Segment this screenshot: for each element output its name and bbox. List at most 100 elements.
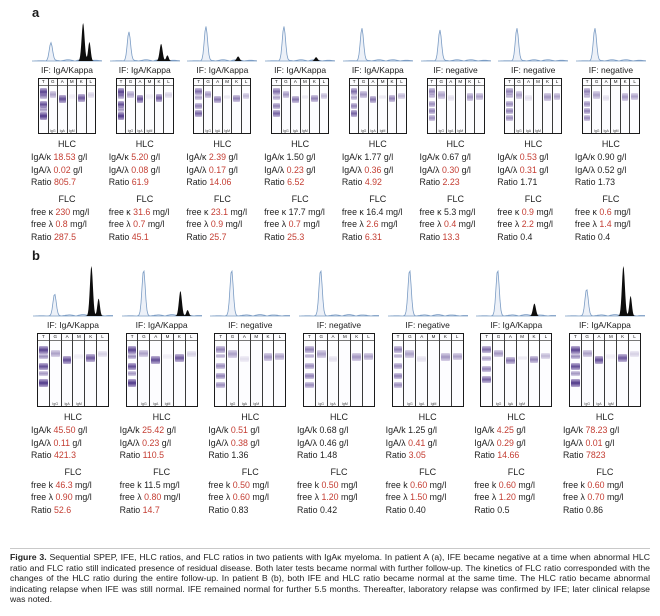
- gel-band: [304, 354, 314, 359]
- hlc-row-label: IgA/λ: [264, 164, 285, 175]
- gel-lane-header: L: [97, 334, 108, 341]
- gel-lane-A: A IgA: [445, 79, 456, 133]
- hlc-rows: IgA/κ 0.53 g/l IgA/λ 0.31 g/l Ratio 1.71: [496, 151, 570, 189]
- panel-b-column-1: IF: IgA/Kappa T G IgG A IgA M IgM K L HLC IgA/k 45.…: [30, 263, 116, 516]
- flc-row: Ratio 25.3: [264, 231, 337, 244]
- ife-gel-image: T G IgG A IgA M IgM K L: [38, 78, 96, 134]
- hlc-header: HLC: [446, 139, 465, 149]
- gel-lane-header: K: [173, 334, 185, 341]
- hlc-row-label: IgA/κ: [186, 152, 207, 162]
- gel-band: [301, 95, 309, 100]
- flc-row-label: free k: [562, 479, 585, 490]
- flc-row-label: Ratio: [31, 231, 52, 242]
- gel-lane-A: A IgA: [523, 79, 533, 133]
- flc-row-label: Ratio: [264, 231, 285, 242]
- hlc-row-label: IgA/λ: [419, 164, 440, 175]
- hlc-row-unit: g/l: [605, 437, 615, 448]
- flc-row-unit: mg/l: [429, 492, 447, 502]
- hlc-row-label: Ratio: [574, 177, 596, 187]
- flc-row-unit: mg/l: [72, 206, 90, 217]
- flc-header: FLC: [369, 193, 387, 204]
- flc-row-unit: mg/l: [341, 479, 358, 490]
- hlc-block: HLC IgA/κ 18.53 g/l IgA/λ 0.02 g/l Ratio 80…: [30, 139, 104, 189]
- gel-band: [87, 91, 94, 98]
- hlc-row-label: IgA/λ: [385, 437, 406, 448]
- flc-row-label: free κ: [497, 206, 520, 217]
- hlc-row-unit: g/l: [306, 164, 316, 175]
- flc-row: free κ 17.7 mg/l: [264, 206, 337, 219]
- gel-lane-M: M IgM: [299, 79, 310, 133]
- gel-lane-header: G: [315, 334, 327, 341]
- gel-band: [583, 87, 591, 95]
- gel-lane-header: M: [73, 334, 85, 341]
- hlc-row: Ratio 1.48: [297, 449, 382, 462]
- flc-row-value: 0.90: [55, 492, 73, 502]
- flc-row-label: free κ: [264, 206, 287, 217]
- flc-row-label: free κ: [31, 206, 54, 217]
- gel-band: [482, 345, 492, 353]
- hlc-block: HLC IgA/κ 0.90 g/l IgA/λ 0.52 g/l Ratio 1.7…: [574, 139, 648, 189]
- gel-lane-header: L: [475, 79, 484, 86]
- gel-band: [428, 94, 436, 99]
- gel-lane-header: K: [262, 334, 274, 341]
- flc-row: Ratio 0.86: [563, 504, 648, 517]
- gel-band: [618, 354, 628, 363]
- flc-row-unit: mg/l: [341, 492, 358, 502]
- hlc-row-unit: g/l: [339, 437, 349, 448]
- ife-result-label: IF: IgA/Kappa: [118, 65, 171, 75]
- gel-band: [570, 362, 580, 370]
- gel-lane-K: K: [438, 334, 451, 406]
- gel-lane-header: K: [617, 334, 629, 341]
- ife-gel-image: T G IgG A IgA M IgM K L: [391, 333, 464, 407]
- gel-lane-header: T: [569, 334, 581, 341]
- gel-lane-header: K: [528, 334, 540, 341]
- gel-band: [228, 349, 237, 358]
- hlc-rows: IgA/k 78.23 g/l IgA/λ 0.01 g/l Ratio 7823: [562, 424, 648, 462]
- gel-lane-L: L: [184, 334, 197, 406]
- panel-b-column-2: IF: IgA/Kappa T G IgG A IgA M IgM K L HLC IgA/k 25.…: [119, 263, 205, 516]
- gel-lane-header: G: [227, 334, 238, 341]
- gel-lane-G: G IgG: [492, 334, 504, 406]
- hlc-row-unit: g/l: [609, 425, 620, 435]
- flc-block: FLC free κ 230 mg/l free λ 0.8 mg/l Ratio 2…: [30, 194, 104, 244]
- flc-row: free κ 5.3 mg/l: [420, 206, 493, 219]
- gel-lane-L: L: [539, 334, 552, 406]
- gel-lane-M: M IgM: [161, 334, 173, 406]
- flc-row: free λ 0.9 mg/l: [186, 218, 259, 231]
- hlc-header: HLC: [595, 412, 614, 422]
- gel-lane-A: A IgA: [503, 334, 516, 406]
- gel-lane-K: K: [542, 79, 552, 133]
- flc-row: free λ 1.20 mg/l: [474, 491, 559, 504]
- gel-band: [275, 352, 285, 360]
- flc-row-unit: mg/l: [614, 206, 631, 217]
- gel-band: [438, 90, 445, 99]
- albumin-peak-curve: [498, 28, 569, 62]
- hlc-row: IgA/κ 0.90 g/l: [575, 151, 648, 164]
- gel-lane-header: T: [116, 79, 126, 86]
- gel-lane-G: G IgG: [513, 79, 524, 133]
- gel-lane-T: T: [427, 79, 437, 133]
- gel-lane-header: G: [138, 334, 150, 341]
- gel-lane-header: A: [58, 79, 67, 86]
- gel-lane-footer-label: IgM: [341, 402, 348, 406]
- gel-lane-header: A: [61, 334, 73, 341]
- hlc-row: Ratio 1.36: [208, 449, 293, 462]
- hlc-block: HLC IgA/k 1.25 g/l IgA/λ 0.41 g/l Ratio 3.0…: [385, 412, 471, 462]
- flc-row-unit: mg/l: [536, 219, 553, 229]
- ife-result-label: IF: IgA/Kappa: [274, 65, 327, 75]
- gel-lane-header: T: [38, 334, 49, 341]
- hlc-row-value: 0.51: [230, 425, 248, 435]
- gel-lane-footer-label: IgA: [603, 129, 609, 133]
- flc-row-label: free λ: [119, 492, 142, 502]
- hlc-block: HLC IgA/k 25.42 g/l IgA/λ 0.23 g/l Ratio 11…: [119, 412, 205, 462]
- gel-band: [127, 371, 137, 377]
- flc-row-label: free k: [474, 479, 497, 490]
- flc-row: free λ 2.2 mg/l: [497, 218, 570, 231]
- flc-row-label: free λ: [574, 219, 597, 229]
- flc-row-unit: mg/l: [163, 492, 181, 502]
- flc-row-unit: mg/l: [614, 219, 631, 229]
- hlc-row-label: IgA/κ: [497, 152, 518, 162]
- gel-lane-A: A IgA: [57, 79, 67, 133]
- hlc-rows: IgA/k 4.25 g/l IgA/λ 0.29 g/l Ratio 14.66: [473, 424, 559, 462]
- hlc-row-label: Ratio: [186, 177, 207, 187]
